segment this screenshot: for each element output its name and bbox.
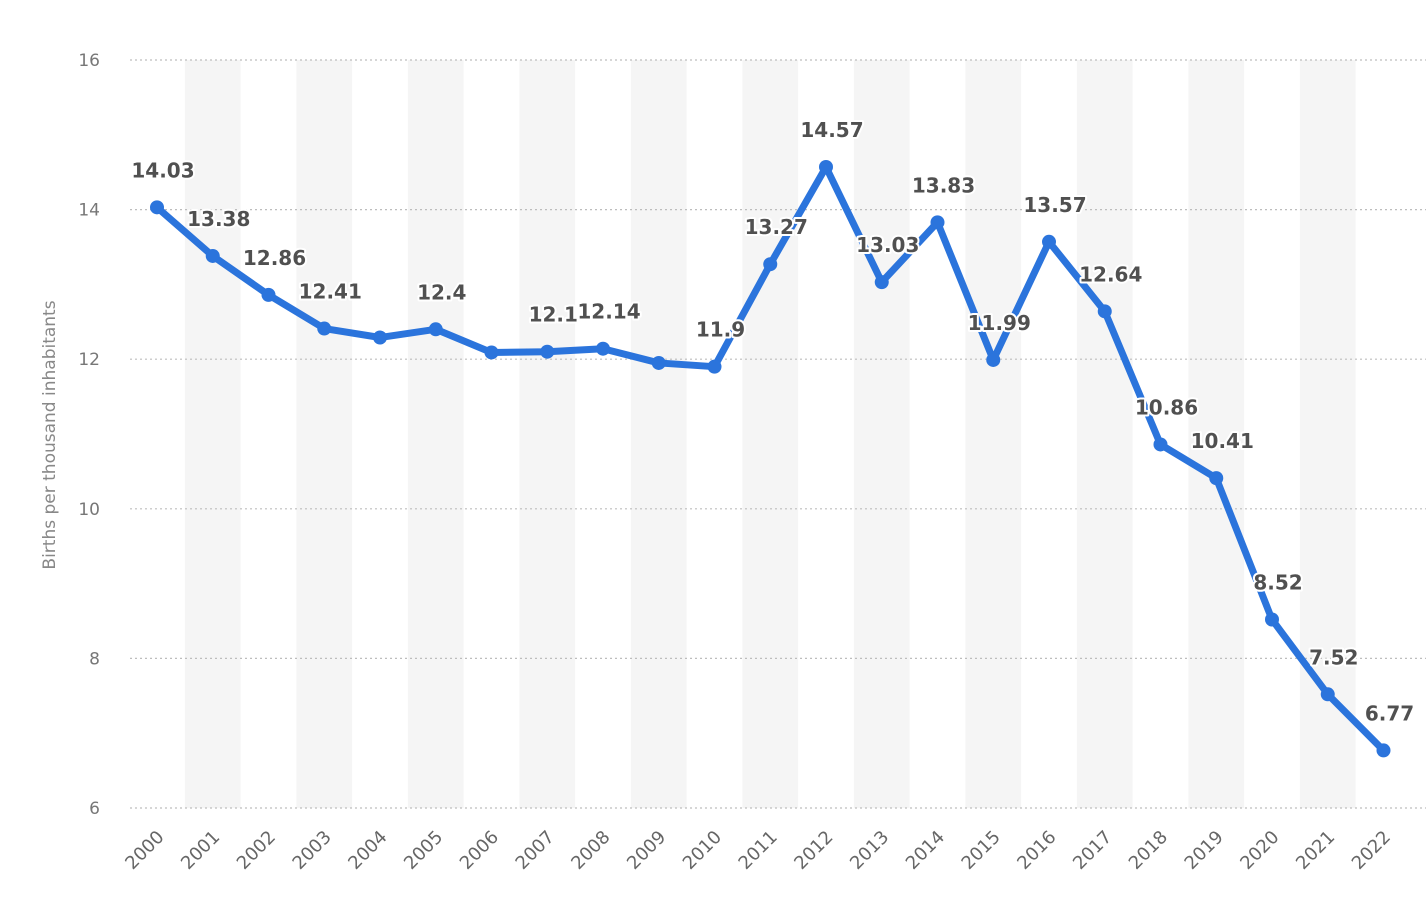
data-label-2017: 12.64 bbox=[1079, 262, 1142, 286]
data-label-2019: 10.41 bbox=[1191, 429, 1254, 453]
data-label-2014: 13.83 bbox=[912, 173, 975, 197]
data-label-2001: 13.38 bbox=[187, 207, 250, 231]
data-labels: 14.03 13.38 12.86 12.41 12.4 12.1 12.14 11.9 13.… bbox=[129, 116, 1416, 727]
y-tick-label: 14 bbox=[78, 201, 100, 221]
x-tick-label: 2004 bbox=[344, 827, 391, 874]
data-label-2011: 13.27 bbox=[745, 215, 808, 239]
x-tick-label: 2005 bbox=[400, 827, 447, 874]
band-2005 bbox=[407, 60, 464, 808]
data-point-2015 bbox=[986, 352, 1001, 367]
data-point-2017 bbox=[1097, 304, 1112, 319]
data-point-2020 bbox=[1265, 612, 1279, 627]
y-tick-label: 10 bbox=[78, 500, 100, 520]
data-point-2008 bbox=[596, 341, 610, 356]
x-tick-label: 2002 bbox=[233, 827, 280, 874]
x-tick-label: 2018 bbox=[1125, 827, 1172, 874]
band-2001 bbox=[184, 60, 241, 808]
data-point-2003 bbox=[317, 321, 332, 336]
x-tick-label: 2008 bbox=[567, 827, 614, 874]
data-point-2018 bbox=[1153, 437, 1168, 452]
band-2021 bbox=[1299, 60, 1356, 808]
data-point-2009 bbox=[651, 355, 666, 370]
y-tick-label: 12 bbox=[78, 350, 100, 370]
x-axis-ticks: 2000 2001 2002 2003 2004 2005 2006 2007 2008 2009… bbox=[121, 827, 1395, 874]
x-tick-label: 2022 bbox=[1348, 827, 1395, 874]
x-tick-label: 2012 bbox=[790, 827, 837, 874]
x-tick-label: 2007 bbox=[512, 827, 559, 874]
band-2011 bbox=[742, 60, 799, 808]
data-point-2001 bbox=[205, 248, 220, 263]
data-label-2010: 11.9 bbox=[696, 318, 745, 342]
data-point-2012 bbox=[819, 159, 833, 174]
x-tick-label: 2020 bbox=[1236, 827, 1283, 874]
data-point-2005 bbox=[428, 322, 443, 337]
data-point-2002 bbox=[261, 287, 276, 302]
data-point-2014 bbox=[930, 215, 945, 230]
y-tick-label: 8 bbox=[89, 649, 100, 669]
data-label-2003: 12.41 bbox=[299, 280, 362, 304]
data-point-2016 bbox=[1042, 234, 1056, 249]
band-2015 bbox=[965, 60, 1022, 808]
background-bands bbox=[184, 60, 1356, 808]
x-tick-label: 2016 bbox=[1013, 827, 1060, 874]
band-2009 bbox=[630, 60, 687, 808]
y-axis-ticks: 6 8 10 12 14 16 bbox=[78, 51, 100, 819]
x-tick-label: 2014 bbox=[902, 827, 949, 874]
data-label-2008: 12.14 bbox=[577, 300, 640, 324]
data-points bbox=[150, 159, 1391, 758]
data-label-2002: 12.86 bbox=[243, 246, 306, 270]
data-label-2022: 6.77 bbox=[1365, 701, 1414, 725]
x-tick-label: 2003 bbox=[289, 827, 336, 874]
band-2007 bbox=[519, 60, 576, 808]
data-label-2020: 8.52 bbox=[1253, 571, 1302, 595]
data-point-2013 bbox=[874, 275, 889, 290]
x-tick-label: 2006 bbox=[456, 827, 503, 874]
data-label-2012: 14.57 bbox=[800, 118, 863, 142]
data-point-2006 bbox=[484, 345, 499, 360]
x-tick-label: 2000 bbox=[121, 827, 168, 874]
data-point-2022 bbox=[1376, 743, 1391, 758]
y-tick-label: 16 bbox=[78, 51, 100, 71]
data-label-2021: 7.52 bbox=[1309, 645, 1358, 669]
x-tick-label: 2001 bbox=[177, 827, 224, 874]
band-2019 bbox=[1188, 60, 1245, 808]
data-point-2000 bbox=[150, 200, 164, 215]
band-2013 bbox=[853, 60, 910, 808]
x-tick-label: 2021 bbox=[1292, 827, 1339, 874]
data-point-2021 bbox=[1320, 687, 1335, 702]
x-tick-label: 2017 bbox=[1069, 827, 1116, 874]
data-label-2000: 14.03 bbox=[131, 158, 194, 182]
x-tick-label: 2013 bbox=[846, 827, 893, 874]
x-tick-label: 2010 bbox=[679, 827, 726, 874]
data-label-2013: 13.03 bbox=[856, 233, 919, 257]
data-label-2005: 12.4 bbox=[417, 280, 466, 304]
x-tick-label: 2015 bbox=[958, 827, 1005, 874]
x-tick-label: 2019 bbox=[1181, 827, 1228, 874]
band-2017 bbox=[1076, 60, 1133, 808]
x-tick-label: 2009 bbox=[623, 827, 670, 874]
x-tick-label: 2011 bbox=[735, 827, 782, 874]
data-point-2011 bbox=[763, 257, 778, 272]
data-point-2010 bbox=[707, 359, 722, 374]
data-label-2016: 13.57 bbox=[1023, 193, 1086, 217]
data-label-2018: 10.86 bbox=[1135, 395, 1198, 419]
data-point-2007 bbox=[540, 344, 555, 359]
data-label-2007: 12.1 bbox=[529, 303, 578, 327]
y-axis-label: Births per thousand inhabitants bbox=[40, 300, 60, 569]
data-label-2015: 11.99 bbox=[968, 311, 1031, 335]
band-2003 bbox=[296, 60, 353, 808]
gridlines bbox=[130, 59, 1426, 809]
data-point-2019 bbox=[1209, 471, 1224, 486]
data-point-2004 bbox=[373, 330, 387, 345]
y-tick-label: 6 bbox=[89, 799, 100, 819]
